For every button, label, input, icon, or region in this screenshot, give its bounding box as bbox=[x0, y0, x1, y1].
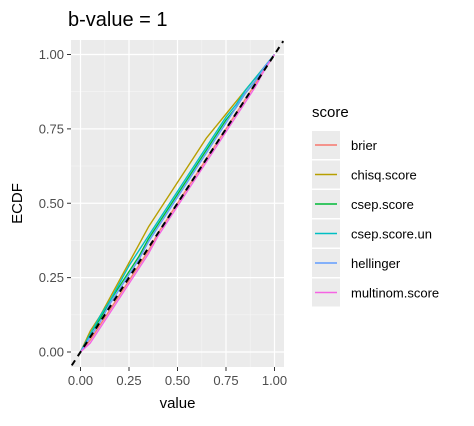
legend-label: csep.score bbox=[351, 197, 414, 212]
legend-label: hellinger bbox=[351, 256, 401, 271]
x-tick-label: 0.75 bbox=[213, 373, 238, 388]
y-axis-label: ECDF bbox=[9, 183, 26, 224]
legend-label: multinom.score bbox=[351, 286, 439, 301]
y-tick-label: 1.00 bbox=[39, 47, 64, 62]
legend: score brier chisq.score csep.score csep.sco… bbox=[312, 104, 439, 307]
legend-items: brier chisq.score csep.score csep.score.un h… bbox=[312, 131, 439, 307]
y-tick-label: 0.00 bbox=[39, 345, 64, 360]
series-line-hellinger bbox=[79, 54, 276, 353]
x-axis-label: value bbox=[160, 395, 196, 412]
legend-title: score bbox=[312, 104, 349, 121]
y-tick-label: 0.25 bbox=[39, 270, 64, 285]
y-axis: 0.00 0.25 0.50 0.75 1.00 bbox=[39, 47, 71, 360]
series-line-multinom-score bbox=[80, 54, 276, 353]
x-axis: 0.00 0.25 0.50 0.75 1.00 bbox=[68, 367, 287, 388]
chart-title: b-value = 1 bbox=[68, 9, 168, 31]
series-line-csep-score-un bbox=[79, 54, 276, 353]
legend-label: chisq.score bbox=[351, 168, 417, 183]
x-tick-label: 0.50 bbox=[165, 373, 190, 388]
y-tick-label: 0.50 bbox=[39, 196, 64, 211]
legend-label: brier bbox=[351, 138, 378, 153]
major-gridlines bbox=[71, 40, 284, 367]
x-tick-label: 0.25 bbox=[116, 373, 141, 388]
reference-line bbox=[70, 40, 285, 366]
legend-label: csep.score.un bbox=[351, 227, 432, 242]
diagonal-reference-line bbox=[70, 40, 285, 366]
x-tick-label: 1.00 bbox=[262, 373, 287, 388]
x-tick-label: 0.00 bbox=[68, 373, 93, 388]
y-tick-label: 0.75 bbox=[39, 121, 64, 136]
